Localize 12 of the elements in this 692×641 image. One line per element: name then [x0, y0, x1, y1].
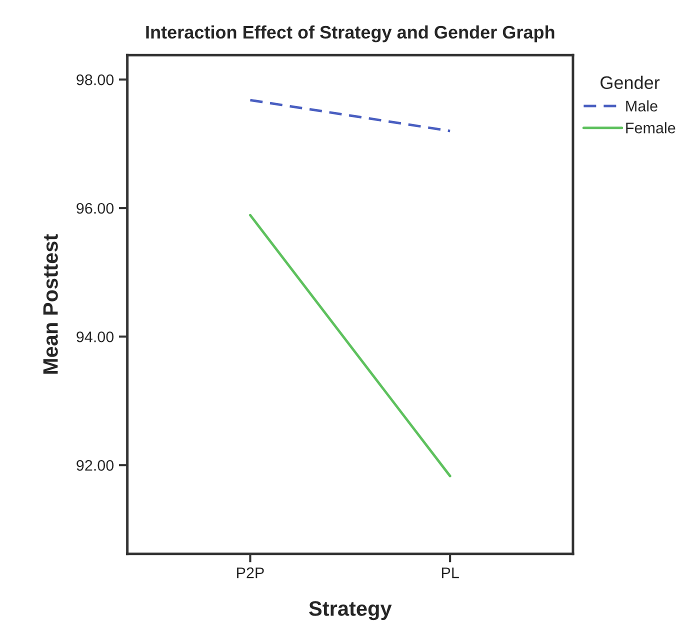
x-axis-title: Strategy — [309, 601, 392, 620]
x-tick-label: P2P — [237, 567, 264, 578]
x-tick-label: PL — [442, 568, 459, 578]
y-axis-title: Mean Posttest — [43, 234, 58, 374]
legend-label: Female — [626, 122, 676, 134]
legend-label: Male — [626, 100, 658, 112]
y-tick-label: 92.00 — [76, 460, 114, 471]
y-tick-label: 96.00 — [76, 202, 114, 214]
y-tick-label: 94.00 — [76, 331, 114, 342]
y-tick-label: 98.00 — [76, 74, 114, 86]
legend-title: Gender — [600, 76, 660, 90]
chart-title: Interaction Effect of Strategy and Gender Graph — [146, 25, 554, 42]
